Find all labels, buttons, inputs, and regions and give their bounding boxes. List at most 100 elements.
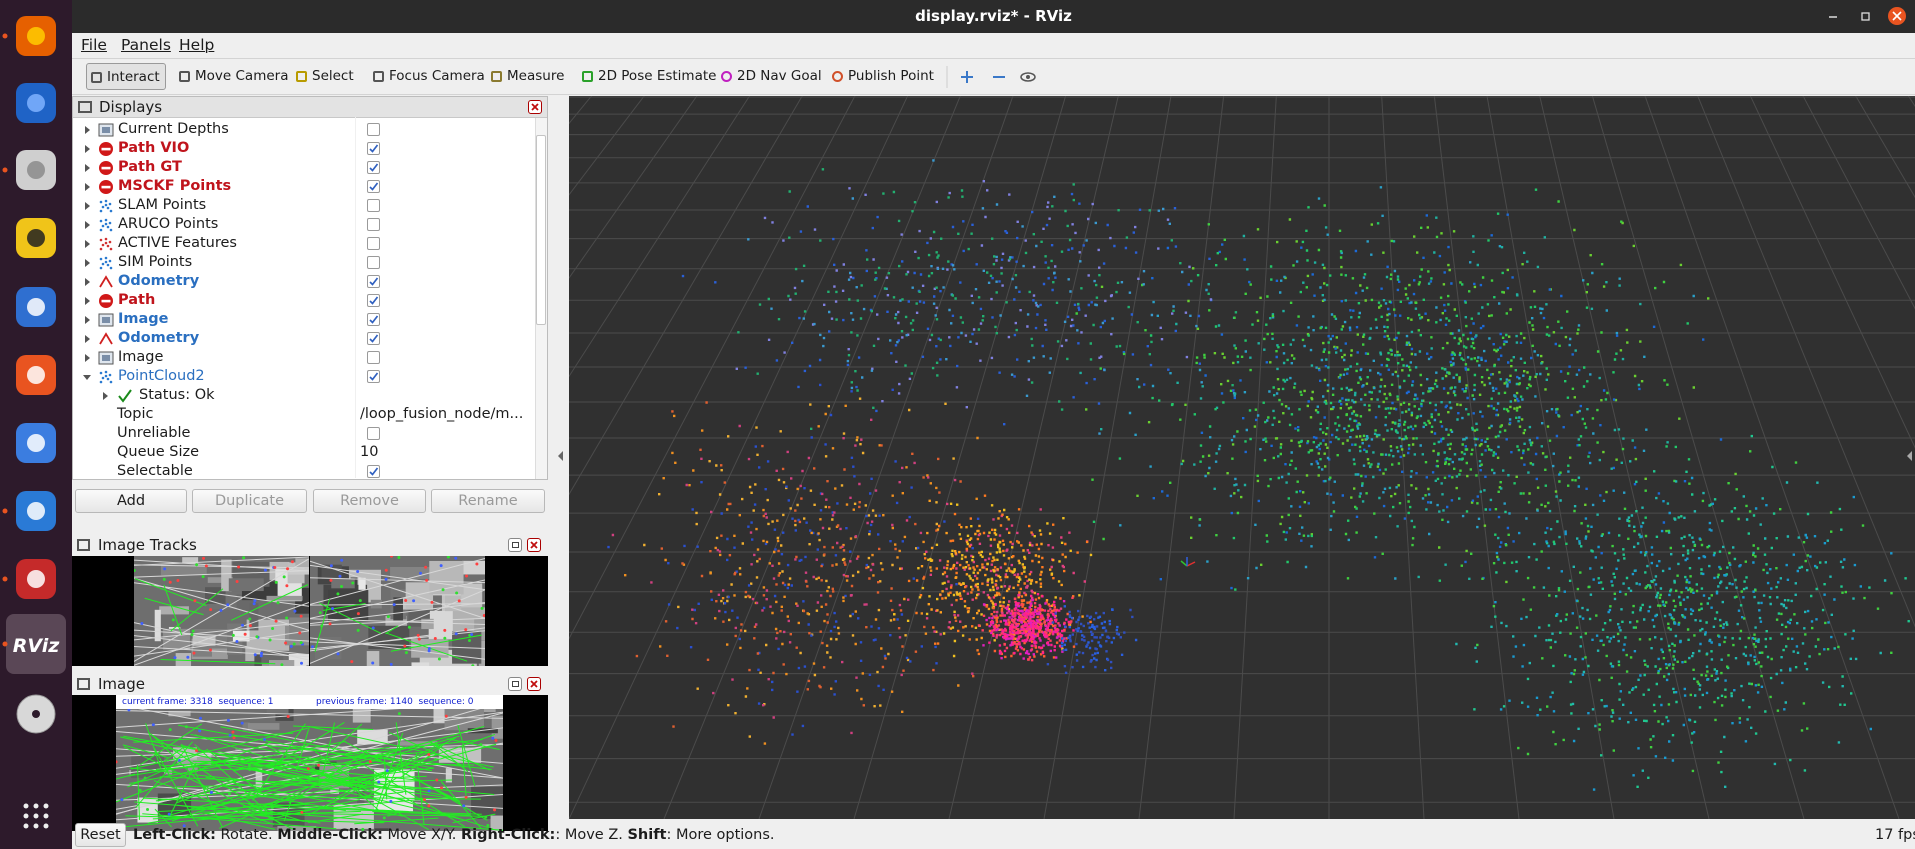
feature-point — [465, 574, 469, 578]
toolbar-button[interactable]: Publish Point — [828, 63, 934, 90]
feature-track — [134, 801, 503, 831]
menu-separator — [72, 58, 1915, 59]
feature-point — [493, 808, 497, 812]
apps-grid-dot — [33, 823, 39, 829]
panel-button[interactable]: Add — [75, 489, 187, 513]
property-value[interactable]: 10 — [360, 444, 379, 460]
feature-track — [176, 779, 239, 804]
menu-item[interactable]: Help — [179, 36, 215, 54]
tree-arrow[interactable] — [82, 296, 92, 306]
axis-x — [1186, 561, 1196, 567]
checkbox[interactable] — [367, 256, 380, 269]
panel-close[interactable] — [528, 100, 542, 114]
image-shape — [192, 648, 212, 657]
feature-point — [317, 763, 321, 767]
feature-track — [322, 603, 366, 612]
feature-track — [440, 781, 482, 829]
checkbox[interactable] — [367, 351, 380, 364]
feature-point — [455, 591, 459, 595]
tree-arrow[interactable] — [82, 201, 92, 211]
tree-arrow[interactable] — [82, 277, 92, 287]
feature-track — [220, 726, 434, 769]
tree-arrow[interactable] — [82, 182, 92, 192]
image-shape — [255, 768, 263, 789]
tree-arrow[interactable] — [82, 125, 92, 135]
checkbox[interactable] — [367, 180, 380, 193]
tree-arrow[interactable] — [82, 239, 92, 249]
toolbar-icon — [721, 71, 732, 82]
grid-line — [569, 96, 617, 819]
feature-point — [273, 566, 277, 570]
tree-arrow[interactable] — [82, 258, 92, 268]
grid-line — [1486, 96, 1615, 819]
image-shape — [421, 618, 434, 630]
checkbox[interactable] — [367, 465, 380, 478]
image-shape — [159, 606, 189, 615]
tree-arrow[interactable] — [82, 372, 92, 382]
point-cloud — [1046, 608, 1134, 674]
icon-dot — [99, 209, 103, 213]
checkbox[interactable] — [367, 161, 380, 174]
checkbox[interactable] — [367, 427, 380, 440]
feature-point — [427, 753, 431, 757]
tree-arrow[interactable] — [82, 163, 92, 173]
menu-item[interactable]: Panels — [121, 36, 171, 54]
hint-segment: Move X/Y. — [382, 827, 461, 843]
toolbar-button[interactable]: Interact — [86, 63, 166, 90]
toolbar-button[interactable]: Select — [292, 63, 360, 90]
grid-line — [569, 96, 593, 125]
feature-point — [241, 623, 245, 627]
tree-arrow[interactable] — [82, 144, 92, 154]
feature-point — [475, 562, 479, 566]
tree-arrow[interactable] — [82, 353, 92, 363]
feature-point — [198, 716, 202, 720]
display-icon — [99, 256, 113, 270]
feature-track — [231, 584, 309, 621]
checkbox[interactable] — [367, 142, 380, 155]
feature-point — [167, 812, 171, 816]
checkbox[interactable] — [367, 218, 380, 231]
display-icon — [98, 313, 114, 327]
icon-dot — [104, 256, 108, 260]
tree-arrow[interactable] — [82, 220, 92, 230]
image-shape — [175, 653, 192, 666]
feature-track — [387, 810, 403, 817]
toolbar-button[interactable]: Focus Camera — [369, 63, 485, 90]
feature-point — [270, 806, 274, 810]
toolbar-button[interactable]: Measure — [487, 63, 571, 90]
image-shape — [490, 815, 503, 831]
checkbox[interactable] — [367, 123, 380, 136]
tree-arrow[interactable] — [82, 315, 92, 325]
icon-dot — [109, 266, 113, 270]
point-cloud — [988, 593, 1075, 656]
checkbox[interactable] — [367, 275, 380, 288]
toolbar-button[interactable]: 2D Pose Estimate — [578, 63, 716, 90]
checkbox[interactable] — [367, 294, 380, 307]
feature-point — [116, 760, 118, 764]
feature-point — [338, 574, 342, 578]
checkbox[interactable] — [367, 313, 380, 326]
grid-line — [569, 96, 698, 279]
feature-track — [177, 724, 432, 772]
checkbox[interactable] — [367, 199, 380, 212]
app-icon-glyph — [27, 298, 45, 316]
property-value[interactable]: /loop_fusion_node/m... — [360, 406, 524, 422]
panel-close[interactable] — [527, 677, 541, 691]
reset-button[interactable]: Reset — [75, 823, 126, 847]
checkbox[interactable] — [367, 370, 380, 383]
apps-grid-dot — [43, 823, 49, 829]
feature-point — [484, 815, 488, 819]
toolbar-button[interactable]: Move Camera — [175, 63, 288, 90]
check-glyph — [369, 296, 379, 305]
feature-track — [388, 732, 462, 766]
feature-point — [427, 804, 431, 808]
checkbox[interactable] — [367, 237, 380, 250]
checkbox[interactable] — [367, 332, 380, 345]
panel-float[interactable] — [508, 538, 522, 552]
tree-arrow[interactable] — [100, 391, 110, 401]
tree-arrow[interactable] — [82, 334, 92, 344]
panel-float[interactable] — [508, 677, 522, 691]
toolbar-button[interactable]: 2D Nav Goal — [717, 63, 822, 90]
menu-item[interactable]: File — [81, 36, 107, 54]
panel-close[interactable] — [527, 538, 541, 552]
